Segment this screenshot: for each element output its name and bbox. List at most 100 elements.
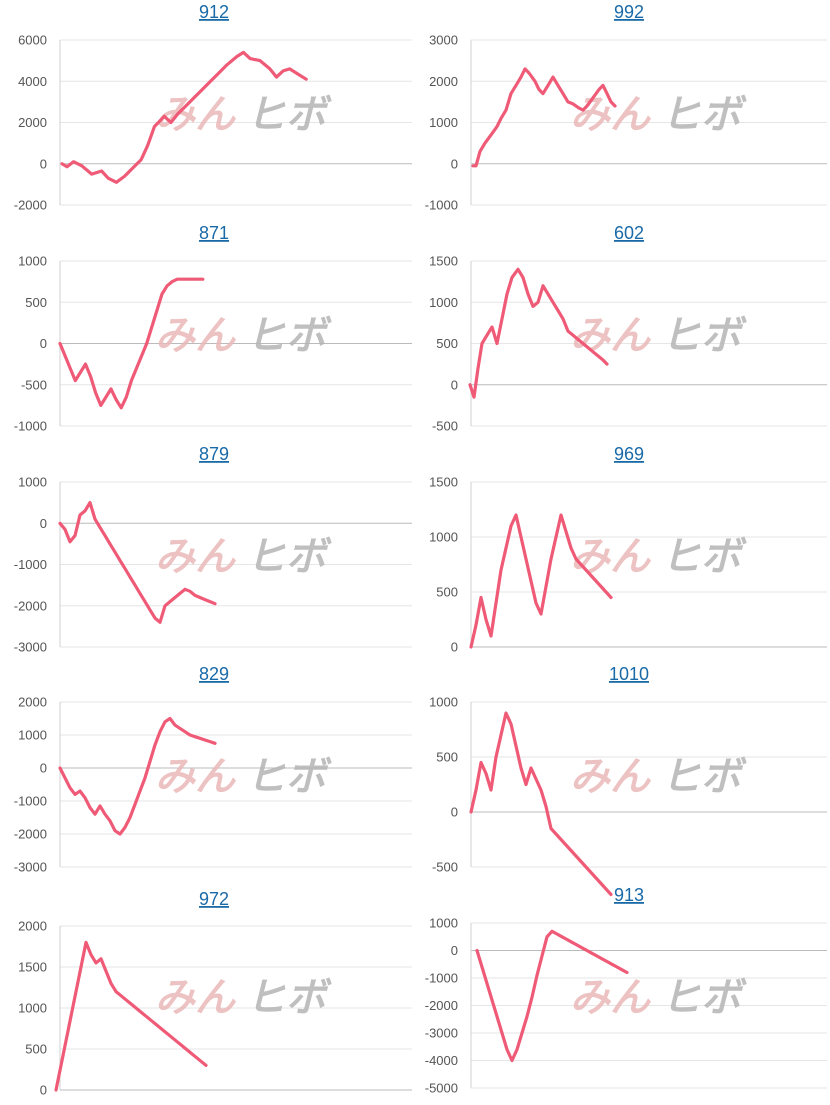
chart-title-link[interactable]: 969 <box>614 444 644 464</box>
chart-title-link[interactable]: 879 <box>199 444 229 464</box>
series-line <box>469 513 613 649</box>
watermark-logo-right: ヒボ <box>661 92 747 138</box>
y-tick-label: -3000 <box>14 640 47 655</box>
y-tick-label: 1500 <box>429 254 458 269</box>
y-tick-label: 0 <box>40 156 47 171</box>
chart-panel-913: 913 -5000 -4000 -3000 -2000 -1000 0 1000 みん ヒボ <box>415 883 830 1104</box>
y-tick-label: -2000 <box>14 598 47 613</box>
line-chart: 969 0 500 1000 1500 みん ヒボ <box>429 444 827 655</box>
line-chart: 829 -3000 -2000 -1000 0 1000 2000 みん ヒボ <box>14 664 412 875</box>
y-tick-label: 1000 <box>429 916 458 931</box>
watermark-logo-left: みん <box>570 754 652 800</box>
watermark-logo-right: ヒボ <box>246 534 332 580</box>
y-tick-label: 2000 <box>429 74 458 89</box>
y-tick-label: 1000 <box>18 728 47 743</box>
y-tick-label: 500 <box>25 1042 47 1057</box>
watermark-logo-left: みん <box>155 975 237 1021</box>
chart-panel-969: 969 0 500 1000 1500 みん ヒボ <box>415 442 830 663</box>
watermark-logo-left: みん <box>570 313 652 359</box>
line-chart: 602 -500 0 500 1000 1500 みん ヒボ <box>429 223 827 434</box>
y-tick-label: 2000 <box>18 115 47 130</box>
chart-title-link[interactable]: 871 <box>199 223 229 243</box>
y-tick-label: 1000 <box>429 530 458 545</box>
watermark-logo-left: みん <box>570 975 652 1021</box>
y-tick-label: -1000 <box>14 794 47 809</box>
y-tick-label: -2000 <box>425 998 458 1013</box>
watermark-logo-right: ヒボ <box>661 534 747 580</box>
series-line <box>58 716 217 836</box>
y-tick-label: 0 <box>40 336 47 351</box>
chart-panel-1010: 1010 -500 0 500 1000 みん ヒボ <box>415 662 830 897</box>
series-line <box>54 940 208 1092</box>
chart-title-link[interactable]: 992 <box>614 2 644 22</box>
line-chart: 871 -1000 -500 0 500 1000 みん ヒボ <box>14 223 412 434</box>
y-tick-label: -500 <box>21 377 47 392</box>
y-tick-label: -3000 <box>14 860 47 875</box>
series-line <box>58 500 217 624</box>
watermark-logo-left: みん <box>155 92 237 138</box>
watermark-logo-right: ヒボ <box>246 975 332 1021</box>
y-tick-label: 0 <box>451 805 458 820</box>
y-tick-label: 1500 <box>18 960 47 975</box>
y-tick-label: -1000 <box>425 198 458 213</box>
line-chart: 912 -2000 0 2000 4000 6000 みん ヒボ <box>14 2 412 213</box>
y-tick-label: -1000 <box>14 419 47 434</box>
series-line <box>468 267 609 399</box>
y-tick-label: -5000 <box>425 1081 458 1096</box>
y-tick-label: 1000 <box>18 254 47 269</box>
y-tick-label: 500 <box>436 336 458 351</box>
y-tick-label: -1000 <box>14 557 47 572</box>
y-tick-label: 0 <box>40 1083 47 1098</box>
chart-title-link[interactable]: 913 <box>614 885 644 905</box>
y-tick-label: -500 <box>432 860 458 875</box>
y-tick-label: 0 <box>451 377 458 392</box>
watermark-logo-left: みん <box>570 534 652 580</box>
chart-panel-992: 992 -1000 0 1000 2000 3000 みん ヒボ <box>415 0 830 221</box>
y-tick-label: 6000 <box>18 33 47 48</box>
y-tick-label: 0 <box>451 640 458 655</box>
y-tick-label: -4000 <box>425 1053 458 1068</box>
chart-panel-912: 912 -2000 0 2000 4000 6000 みん ヒボ <box>0 0 415 221</box>
y-tick-label: 0 <box>451 156 458 171</box>
watermark-logo-right: ヒボ <box>246 92 332 138</box>
chart-title-link[interactable]: 602 <box>614 223 644 243</box>
watermark-logo-right: ヒボ <box>246 754 332 800</box>
chart-title-link[interactable]: 829 <box>199 664 229 684</box>
y-tick-label: 1000 <box>18 475 47 490</box>
watermark-logo-right: ヒボ <box>661 313 747 359</box>
y-tick-label: 2000 <box>18 695 47 710</box>
y-tick-label: 500 <box>25 295 47 310</box>
y-tick-label: 500 <box>436 585 458 600</box>
chart-title-link[interactable]: 972 <box>199 889 229 909</box>
y-tick-label: -2000 <box>14 827 47 842</box>
y-tick-label: 2000 <box>18 919 47 934</box>
watermark-logo-left: みん <box>155 754 237 800</box>
line-chart: 972 0 500 1000 1500 2000 みん ヒボ <box>18 889 412 1098</box>
y-tick-label: 3000 <box>429 33 458 48</box>
chart-title-link[interactable]: 912 <box>199 2 229 22</box>
series-line <box>58 277 205 410</box>
y-tick-label: -2000 <box>14 198 47 213</box>
series-line <box>469 711 613 897</box>
y-tick-label: 0 <box>40 761 47 776</box>
y-tick-label: 1000 <box>429 695 458 710</box>
chart-panel-829: 829 -3000 -2000 -1000 0 1000 2000 みん ヒボ <box>0 662 415 883</box>
chart-panel-972: 972 0 500 1000 1500 2000 みん ヒボ <box>0 883 415 1104</box>
y-tick-label: 500 <box>436 750 458 765</box>
watermark-logo-right: ヒボ <box>661 975 747 1021</box>
y-tick-label: -500 <box>432 419 458 434</box>
y-tick-label: 0 <box>451 943 458 958</box>
watermark-logo-right: ヒボ <box>661 754 747 800</box>
series-line <box>475 929 629 1063</box>
chart-panel-871: 871 -1000 -500 0 500 1000 みん ヒボ <box>0 221 415 442</box>
y-tick-label: -1000 <box>425 971 458 986</box>
y-tick-label: 1000 <box>429 115 458 130</box>
y-tick-label: 4000 <box>18 74 47 89</box>
watermark-logo-left: みん <box>155 313 237 359</box>
line-chart: 879 -3000 -2000 -1000 0 1000 みん ヒボ <box>14 444 412 655</box>
chart-title-link[interactable]: 1010 <box>609 664 649 684</box>
line-chart: 913 -5000 -4000 -3000 -2000 -1000 0 1000 みん ヒボ <box>425 885 827 1096</box>
y-tick-label: 1500 <box>429 475 458 490</box>
y-tick-label: 1000 <box>429 295 458 310</box>
